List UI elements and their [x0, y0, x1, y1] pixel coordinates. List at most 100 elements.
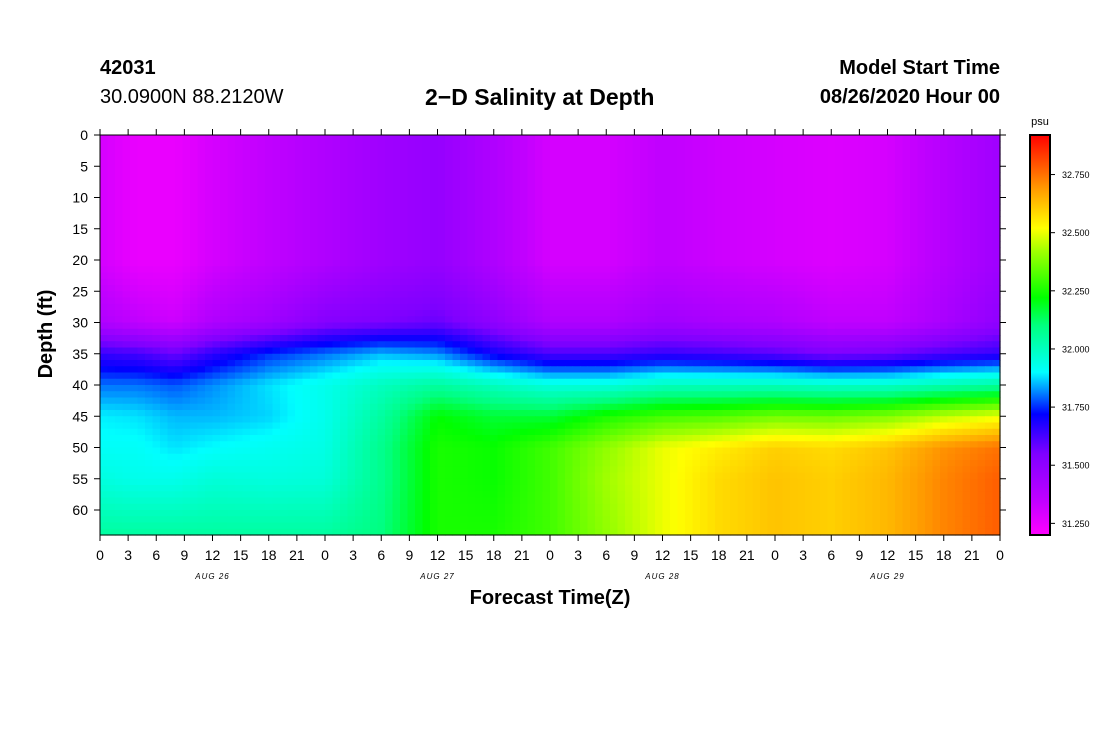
- heatmap-cell: [347, 310, 356, 317]
- heatmap-cell: [512, 203, 521, 211]
- heatmap-cell: [190, 222, 199, 230]
- heatmap-cell: [917, 297, 926, 305]
- heatmap-cell: [460, 203, 469, 211]
- heatmap-cell: [437, 310, 446, 317]
- heatmap-cell: [467, 385, 476, 392]
- heatmap-cell: [385, 153, 394, 161]
- heatmap-cell: [790, 285, 799, 292]
- heatmap-cell: [730, 278, 739, 286]
- heatmap-cell: [542, 197, 551, 205]
- heatmap-cell: [197, 385, 206, 392]
- heatmap-cell: [205, 141, 214, 149]
- heatmap-cell: [160, 372, 169, 380]
- heatmap-cell: [707, 291, 716, 299]
- heatmap-cell: [257, 222, 266, 230]
- heatmap-cell: [752, 203, 761, 211]
- heatmap-cell: [445, 341, 454, 349]
- heatmap-cell: [782, 141, 791, 149]
- heatmap-cell: [677, 335, 686, 342]
- heatmap-cell: [940, 278, 949, 286]
- heatmap-cell: [767, 178, 776, 186]
- heatmap-cell: [835, 297, 844, 305]
- heatmap-cell: [212, 203, 221, 211]
- heatmap-cell: [842, 203, 851, 211]
- heatmap-cell: [272, 353, 281, 361]
- heatmap-cell: [467, 278, 476, 286]
- heatmap-cell: [970, 353, 979, 361]
- heatmap-cell: [602, 372, 611, 380]
- heatmap-cell: [490, 228, 499, 236]
- heatmap-cell: [392, 328, 401, 336]
- heatmap-cell: [482, 210, 491, 217]
- heatmap-cell: [850, 322, 859, 330]
- heatmap-cell: [190, 185, 199, 192]
- heatmap-cell: [662, 328, 671, 336]
- heatmap-cell: [467, 372, 476, 380]
- heatmap-cell: [925, 260, 934, 267]
- heatmap-cell: [152, 360, 161, 367]
- heatmap-cell: [805, 147, 814, 155]
- heatmap-cell: [415, 178, 424, 186]
- heatmap-cell: [872, 247, 881, 255]
- heatmap-cell: [865, 335, 874, 342]
- heatmap-cell: [475, 178, 484, 186]
- heatmap-cell: [130, 191, 139, 199]
- heatmap-cell: [197, 247, 206, 255]
- heatmap-cell: [167, 166, 176, 174]
- heatmap-cell: [707, 135, 716, 142]
- heatmap-cell: [392, 191, 401, 199]
- heatmap-cell: [250, 178, 259, 186]
- heatmap-cell: [962, 178, 971, 186]
- heatmap-cell: [332, 197, 341, 205]
- heatmap-cell: [632, 310, 641, 317]
- heatmap-cell: [385, 285, 394, 292]
- heatmap-cell: [557, 335, 566, 342]
- heatmap-cell: [542, 141, 551, 149]
- heatmap-cell: [752, 247, 761, 255]
- heatmap-cell: [175, 135, 184, 142]
- heatmap-cell: [152, 178, 161, 186]
- heatmap-cell: [415, 391, 424, 399]
- heatmap-cell: [197, 360, 206, 367]
- heatmap-cell: [775, 353, 784, 361]
- heatmap-cell: [535, 391, 544, 399]
- heatmap-cell: [377, 178, 386, 186]
- heatmap-cell: [475, 335, 484, 342]
- heatmap-cell: [415, 166, 424, 174]
- heatmap-cell: [437, 328, 446, 336]
- heatmap-cell: [152, 135, 161, 142]
- heatmap-cell: [542, 172, 551, 180]
- heatmap-cell: [377, 278, 386, 286]
- heatmap-cell: [887, 160, 896, 167]
- heatmap-cell: [475, 385, 484, 392]
- heatmap-cell: [722, 372, 731, 380]
- heatmap-cell: [205, 385, 214, 392]
- heatmap-cell: [670, 203, 679, 211]
- heatmap-cell: [332, 222, 341, 230]
- heatmap-cell: [985, 185, 994, 192]
- heatmap-cell: [520, 241, 529, 249]
- heatmap-cell: [482, 391, 491, 399]
- heatmap-cell: [595, 322, 604, 330]
- heatmap-cell: [272, 391, 281, 399]
- heatmap-cell: [167, 172, 176, 180]
- heatmap-cell: [707, 310, 716, 317]
- heatmap-cell: [220, 278, 229, 286]
- heatmap-cell: [632, 328, 641, 336]
- heatmap-cell: [550, 216, 559, 224]
- heatmap-cell: [392, 147, 401, 155]
- heatmap-cell: [827, 260, 836, 267]
- heatmap-cell: [265, 335, 274, 342]
- heatmap-cell: [887, 147, 896, 155]
- heatmap-cell: [992, 197, 1001, 205]
- heatmap-cell: [475, 272, 484, 280]
- heatmap-cell: [835, 316, 844, 324]
- heatmap-cell: [175, 210, 184, 217]
- heatmap-cell: [962, 278, 971, 286]
- heatmap-cell: [625, 228, 634, 236]
- heatmap-cell: [587, 172, 596, 180]
- heatmap-cell: [880, 241, 889, 249]
- heatmap-cell: [550, 266, 559, 274]
- heatmap-cell: [460, 191, 469, 199]
- heatmap-cell: [625, 335, 634, 342]
